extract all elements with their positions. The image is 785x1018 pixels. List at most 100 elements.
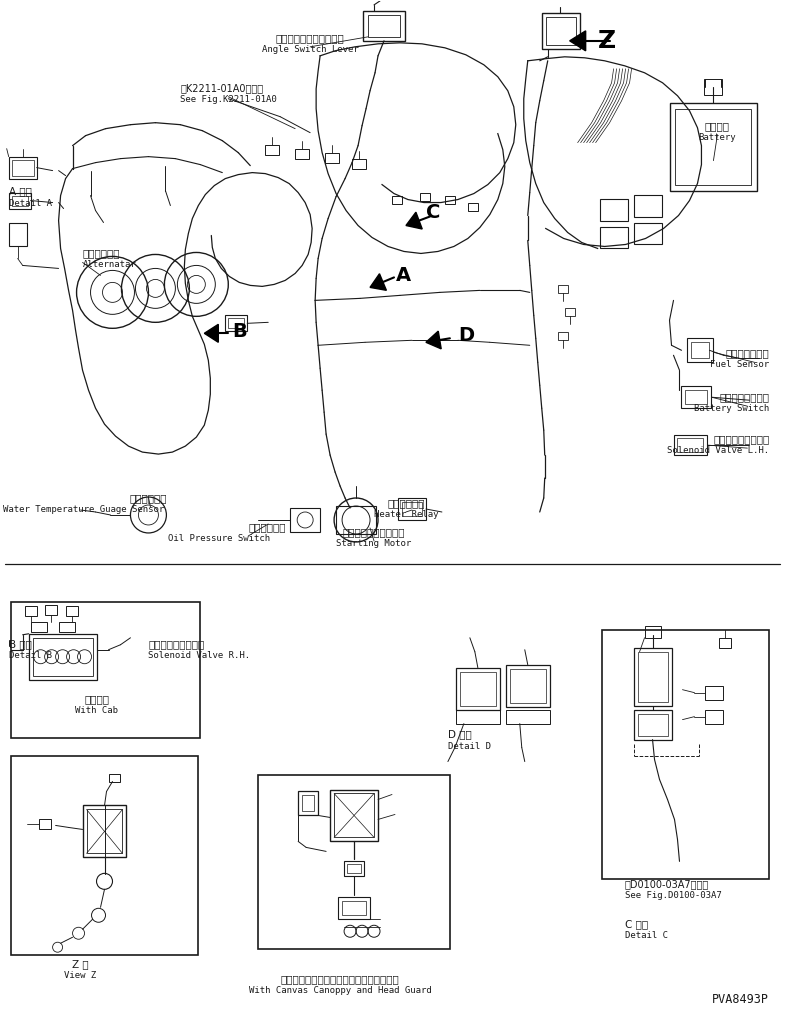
Text: With Cab: With Cab <box>75 705 118 715</box>
Bar <box>59 622 75 632</box>
Text: 油圧スイッチ: 油圧スイッチ <box>248 522 286 532</box>
Bar <box>398 498 426 520</box>
Text: Heater Relay: Heater Relay <box>374 510 438 519</box>
Bar <box>546 17 575 45</box>
Bar <box>265 145 279 155</box>
Text: 第D0100-03A7図参照: 第D0100-03A7図参照 <box>625 880 709 890</box>
Text: Angle Switch Lever: Angle Switch Lever <box>261 45 359 54</box>
Bar <box>460 672 496 705</box>
Text: 第K2211-01A0図参照: 第K2211-01A0図参照 <box>181 82 264 93</box>
Bar <box>33 637 93 676</box>
Bar <box>674 435 707 455</box>
Text: Z: Z <box>597 29 615 53</box>
Bar <box>601 630 769 880</box>
Bar <box>420 192 430 201</box>
Text: A: A <box>396 267 411 285</box>
Bar <box>347 864 361 873</box>
Bar <box>633 710 671 740</box>
Text: View Z: View Z <box>64 971 97 980</box>
Bar <box>644 626 660 637</box>
Bar <box>12 160 34 175</box>
Bar <box>633 194 662 217</box>
Text: 水温計センサ: 水温計センサ <box>130 493 167 503</box>
Bar <box>344 861 364 876</box>
Bar <box>342 901 366 915</box>
Polygon shape <box>406 212 422 229</box>
Text: Battery Switch: Battery Switch <box>694 404 769 413</box>
Bar <box>445 195 455 204</box>
Bar <box>542 13 579 49</box>
Bar <box>302 795 314 811</box>
Bar <box>677 438 703 452</box>
Text: Solenoid Valve L.H.: Solenoid Valve L.H. <box>667 446 769 455</box>
Bar <box>9 157 37 178</box>
Bar <box>325 153 339 163</box>
Polygon shape <box>426 331 441 349</box>
Text: Detail D: Detail D <box>448 741 491 750</box>
Bar <box>28 634 97 680</box>
Bar <box>685 390 707 404</box>
Bar <box>676 109 751 184</box>
Text: C 詳細: C 詳細 <box>625 919 648 929</box>
Bar <box>336 506 376 534</box>
Text: Detail B: Detail B <box>9 651 52 660</box>
Text: ヒータリレー: ヒータリレー <box>387 498 425 508</box>
Bar <box>290 508 320 532</box>
Bar <box>108 774 120 782</box>
Text: キャブ付: キャブ付 <box>84 693 109 703</box>
Bar <box>456 710 500 724</box>
Bar <box>24 606 37 616</box>
Text: スターティングモータ: スターティングモータ <box>343 527 405 536</box>
Text: フェエルセンサ: フェエルセンサ <box>725 348 769 358</box>
Bar <box>506 665 550 706</box>
Text: キャンバスキャノピおよびヘッドガード付: キャンバスキャノピおよびヘッドガード付 <box>281 974 400 984</box>
Text: A 詳細: A 詳細 <box>9 186 31 196</box>
Bar <box>637 714 667 736</box>
Text: ソレノイドバルブ右: ソレノイドバルブ右 <box>148 638 205 648</box>
Text: B: B <box>232 323 247 341</box>
Text: Water Temperature Guage Sensor: Water Temperature Guage Sensor <box>2 505 164 514</box>
Bar <box>11 755 199 955</box>
Bar <box>706 686 724 699</box>
Bar <box>670 103 758 190</box>
Bar <box>38 819 50 830</box>
Text: C: C <box>426 203 440 222</box>
Bar <box>66 606 78 616</box>
Bar <box>258 775 450 949</box>
Text: ソレノイドバルブ左: ソレノイドバルブ左 <box>713 434 769 444</box>
Bar <box>392 195 402 204</box>
Bar <box>719 637 732 647</box>
Bar <box>681 386 711 408</box>
Text: Detail A: Detail A <box>9 199 52 208</box>
Polygon shape <box>370 274 386 290</box>
Bar <box>468 203 478 211</box>
Text: D: D <box>458 327 474 345</box>
Text: バッテリスイッチ: バッテリスイッチ <box>719 392 769 402</box>
Bar <box>330 790 378 842</box>
Text: Oil Pressure Switch: Oil Pressure Switch <box>169 534 271 543</box>
Bar <box>600 199 627 221</box>
Bar <box>338 897 370 919</box>
Text: Fuel Sensor: Fuel Sensor <box>710 360 769 370</box>
Bar <box>557 332 568 340</box>
Text: アングルスイッチレバー: アングルスイッチレバー <box>276 33 345 43</box>
Text: バッテリ: バッテリ <box>705 121 730 130</box>
Text: Starting Motor: Starting Motor <box>337 539 411 548</box>
Text: Battery: Battery <box>699 132 736 142</box>
Bar <box>688 338 714 362</box>
Text: PVA8493P: PVA8493P <box>712 994 769 1006</box>
Bar <box>334 793 374 838</box>
Text: B 詳細: B 詳細 <box>9 638 31 648</box>
Bar <box>45 605 57 615</box>
Bar <box>692 342 710 358</box>
Bar <box>506 710 550 724</box>
Text: Alternatar: Alternatar <box>82 261 137 270</box>
Bar <box>564 308 575 317</box>
Text: オルタネータ: オルタネータ <box>82 248 120 259</box>
Bar <box>509 669 546 702</box>
Text: With Canvas Canoppy and Head Guard: With Canvas Canoppy and Head Guard <box>249 986 432 996</box>
Bar <box>352 159 366 169</box>
Text: D 詳細: D 詳細 <box>448 730 472 740</box>
Bar <box>368 15 400 37</box>
Bar <box>11 602 200 738</box>
